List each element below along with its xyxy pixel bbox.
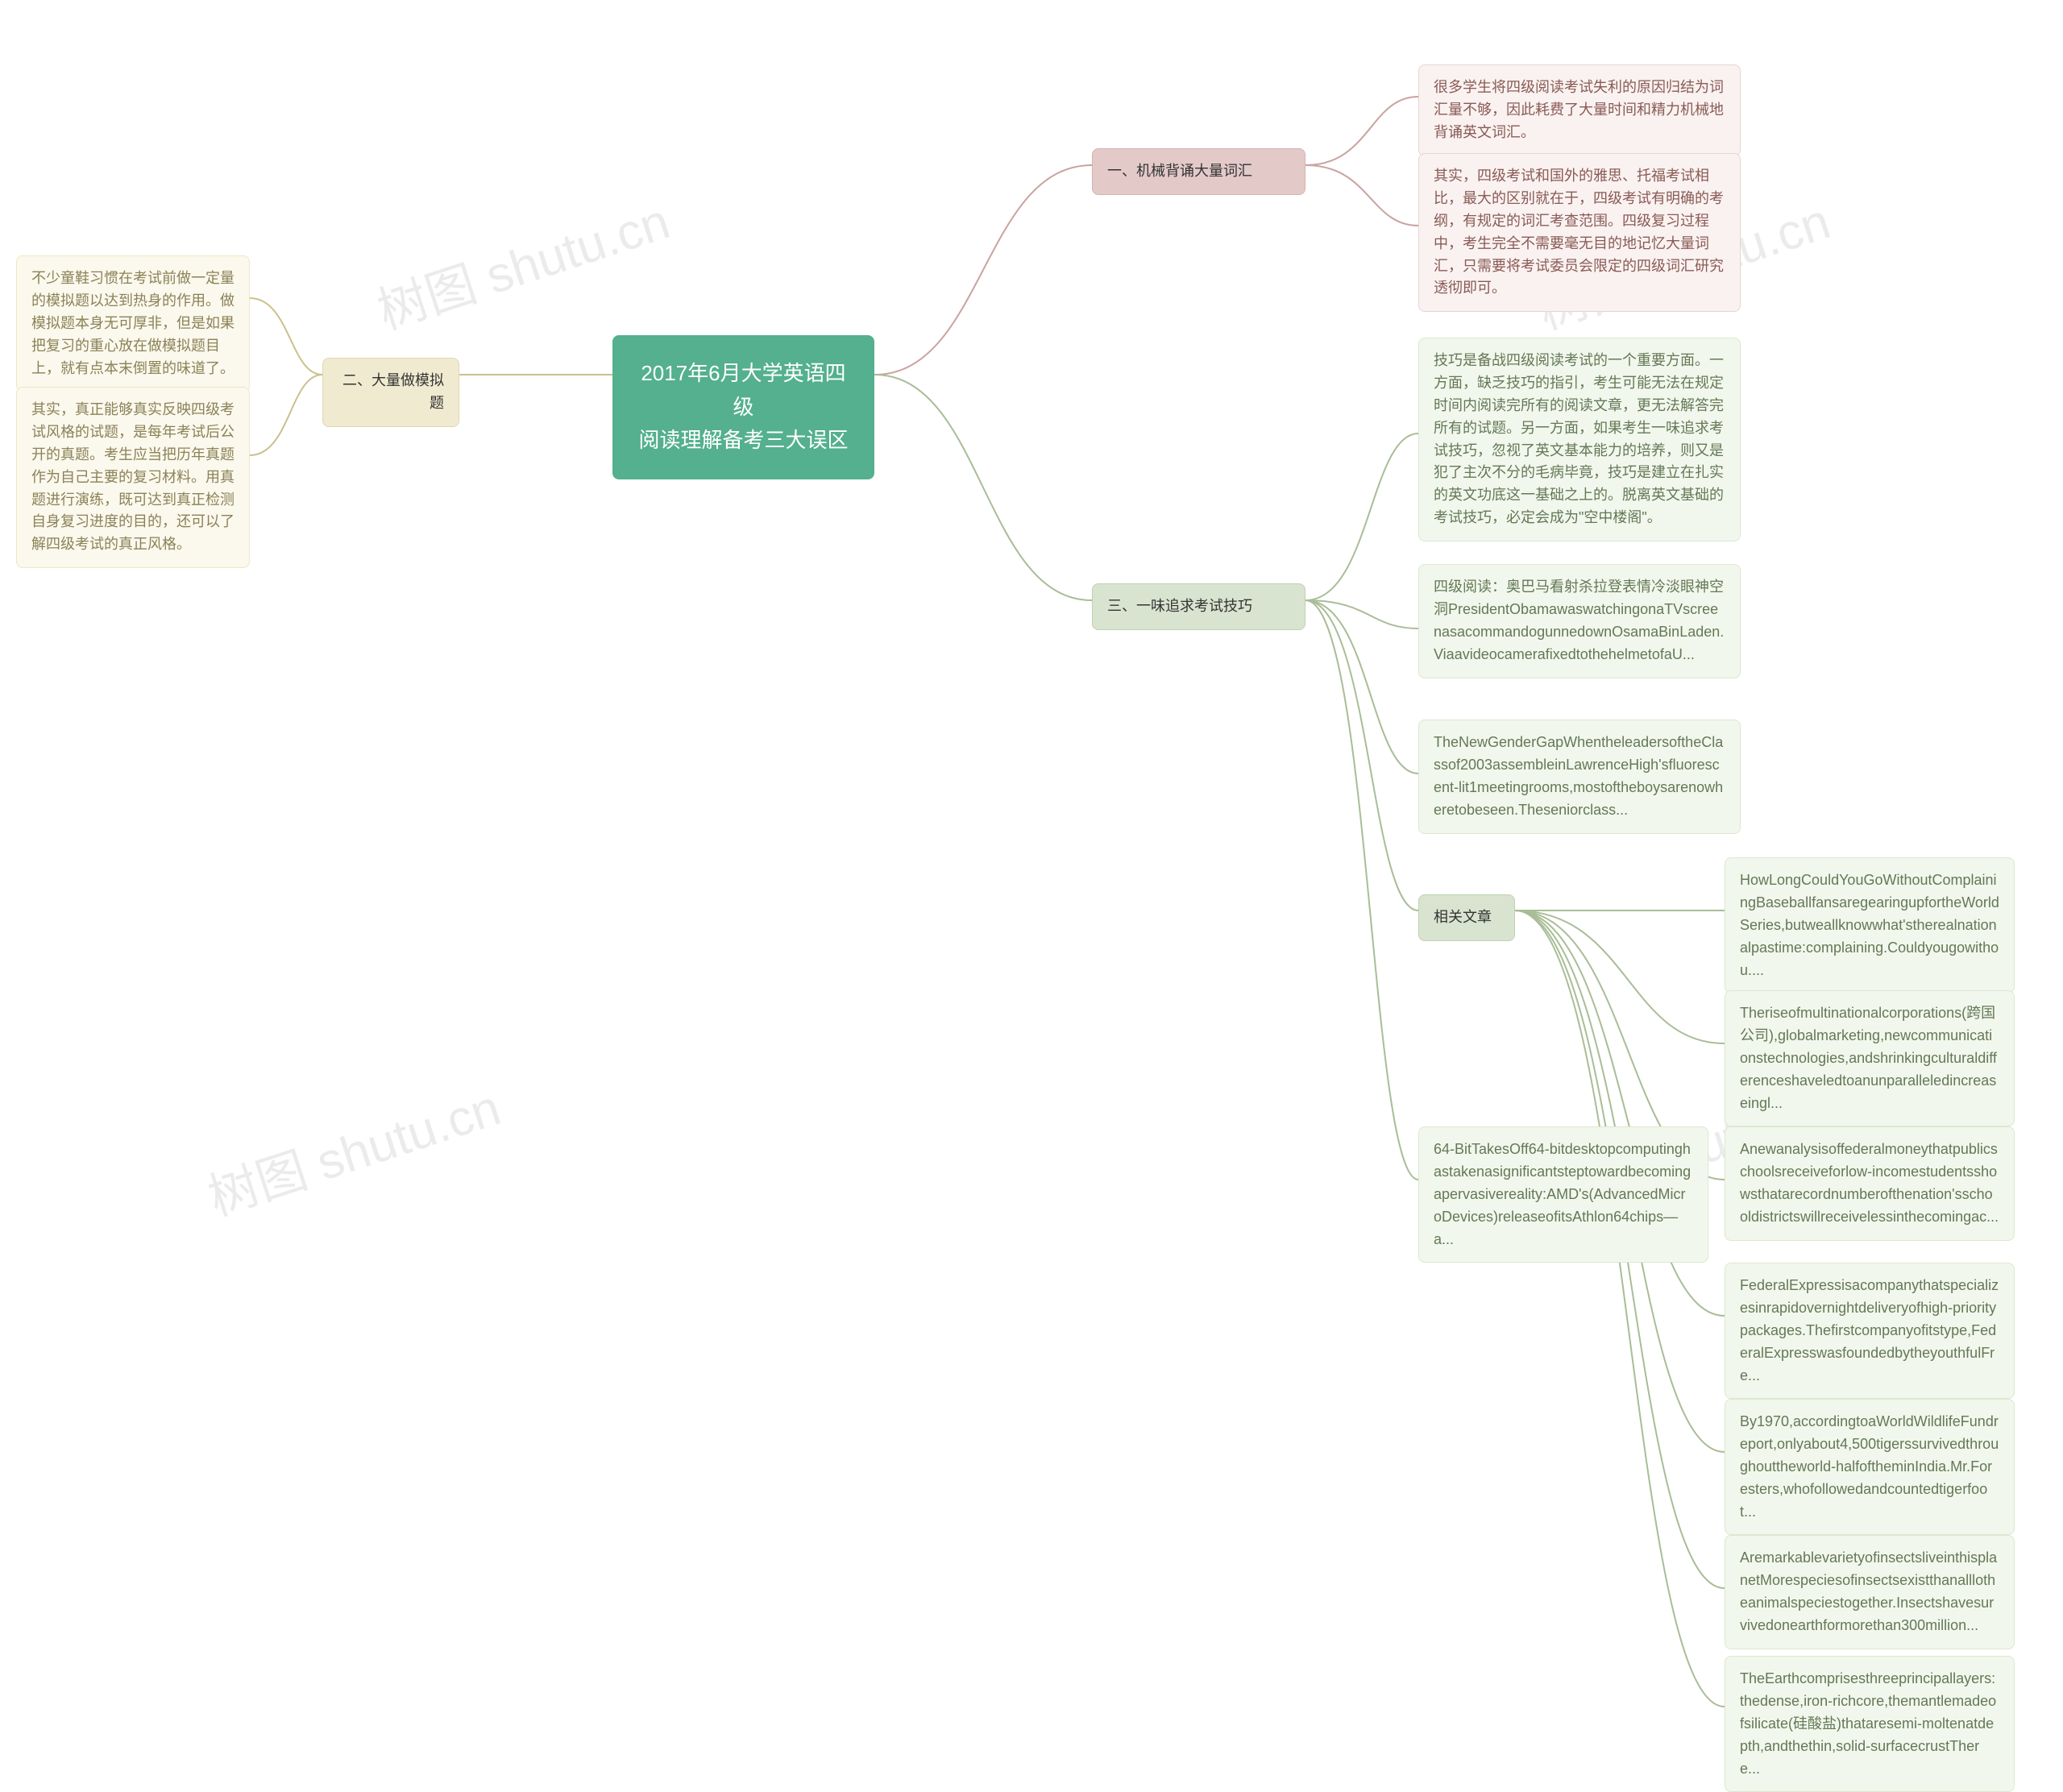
leaf-text: 其实，真正能够真实反映四级考试风格的试题，是每年考试后公开的真题。考生应当把历年…	[31, 401, 235, 552]
related-leaf-2[interactable]: Anewanalysisoffederalmoneythatpublicscho…	[1725, 1126, 2015, 1241]
branch-3-label: 三、一味追求考试技巧	[1107, 598, 1252, 614]
related-label-text: 相关文章	[1434, 909, 1492, 925]
leaf-text: TheEarthcomprisesthreeprincipallayers:th…	[1740, 1670, 1996, 1777]
leaf-text: 很多学生将四级阅读考试失利的原因归结为词汇量不够，因此耗费了大量时间和精力机械地…	[1434, 79, 1724, 140]
leaf-text: By1970,accordingtoaWorldWildlifeFundrepo…	[1740, 1413, 1999, 1520]
related-leaf-0[interactable]: HowLongCouldYouGoWithoutComplainingBaseb…	[1725, 857, 2015, 993]
branch-1[interactable]: 一、机械背诵大量词汇	[1092, 148, 1305, 195]
branch-1-leaf-1[interactable]: 其实，四级考试和国外的雅思、托福考试相比，最大的区别就在于，四级考试有明确的考纲…	[1418, 153, 1741, 312]
branch-3-main-leaf[interactable]: 技巧是备战四级阅读考试的一个重要方面。一方面，缺乏技巧的指引，考生可能无法在规定…	[1418, 338, 1741, 541]
branch-2-leaf-1[interactable]: 其实，真正能够真实反映四级考试风格的试题，是每年考试后公开的真题。考生应当把历年…	[16, 387, 250, 568]
related-leaf-1[interactable]: Theriseofmultinationalcorporations(跨国公司)…	[1725, 990, 2015, 1126]
leaf-text: 不少童鞋习惯在考试前做一定量的模拟题以达到热身的作用。做模拟题本身无可厚非，但是…	[31, 270, 235, 376]
root-title-line2: 阅读理解备考三大误区	[634, 424, 853, 458]
leaf-text: 其实，四级考试和国外的雅思、托福考试相比，最大的区别就在于，四级考试有明确的考纲…	[1434, 168, 1724, 296]
branch-1-leaf-0[interactable]: 很多学生将四级阅读考试失利的原因归结为词汇量不够，因此耗费了大量时间和精力机械地…	[1418, 64, 1741, 156]
branch-3[interactable]: 三、一味追求考试技巧	[1092, 583, 1305, 630]
branch-2[interactable]: 二、大量做模拟题	[322, 358, 459, 427]
branch-2-label: 二、大量做模拟题	[342, 372, 444, 411]
root-title-line1: 2017年6月大学英语四级	[634, 357, 853, 424]
branch-3-sub-2[interactable]: 64-BitTakesOff64-bitdesktopcomputinghast…	[1418, 1126, 1708, 1263]
leaf-text: 四级阅读：奥巴马看射杀拉登表情冷淡眼神空洞PresidentObamawaswa…	[1434, 579, 1724, 662]
branch-3-sub-0[interactable]: 四级阅读：奥巴马看射杀拉登表情冷淡眼神空洞PresidentObamawaswa…	[1418, 564, 1741, 678]
leaf-text: TheNewGenderGapWhentheleadersoftheClasso…	[1434, 734, 1723, 818]
related-leaf-4[interactable]: By1970,accordingtoaWorldWildlifeFundrepo…	[1725, 1399, 2015, 1535]
branch-2-leaf-0[interactable]: 不少童鞋习惯在考试前做一定量的模拟题以达到热身的作用。做模拟题本身无可厚非，但是…	[16, 255, 250, 392]
mindmap-root[interactable]: 2017年6月大学英语四级 阅读理解备考三大误区	[612, 335, 874, 479]
branch-3-sub-1[interactable]: TheNewGenderGapWhentheleadersoftheClasso…	[1418, 720, 1741, 834]
watermark: 树图 shutu.cn	[367, 180, 677, 343]
related-leaf-3[interactable]: FederalExpressisacompanythatspecializesi…	[1725, 1263, 2015, 1399]
leaf-text: Theriseofmultinationalcorporations(跨国公司)…	[1740, 1005, 1997, 1111]
related-leaf-6[interactable]: TheEarthcomprisesthreeprincipallayers:th…	[1725, 1656, 2015, 1792]
leaf-text: 64-BitTakesOff64-bitdesktopcomputinghast…	[1434, 1141, 1691, 1247]
leaf-text: Anewanalysisoffederalmoneythatpublicscho…	[1740, 1141, 1999, 1225]
leaf-text: HowLongCouldYouGoWithoutComplainingBaseb…	[1740, 872, 1999, 978]
leaf-text: Aremarkablevarietyofinsectsliveinthispla…	[1740, 1549, 1997, 1633]
leaf-text: FederalExpressisacompanythatspecializesi…	[1740, 1277, 1999, 1383]
related-articles-label[interactable]: 相关文章	[1418, 894, 1515, 941]
related-leaf-5[interactable]: Aremarkablevarietyofinsectsliveinthispla…	[1725, 1535, 2015, 1649]
leaf-text: 技巧是备战四级阅读考试的一个重要方面。一方面，缺乏技巧的指引，考生可能无法在规定…	[1434, 352, 1724, 525]
watermark: 树图 shutu.cn	[197, 1067, 508, 1230]
branch-1-label: 一、机械背诵大量词汇	[1107, 163, 1252, 179]
